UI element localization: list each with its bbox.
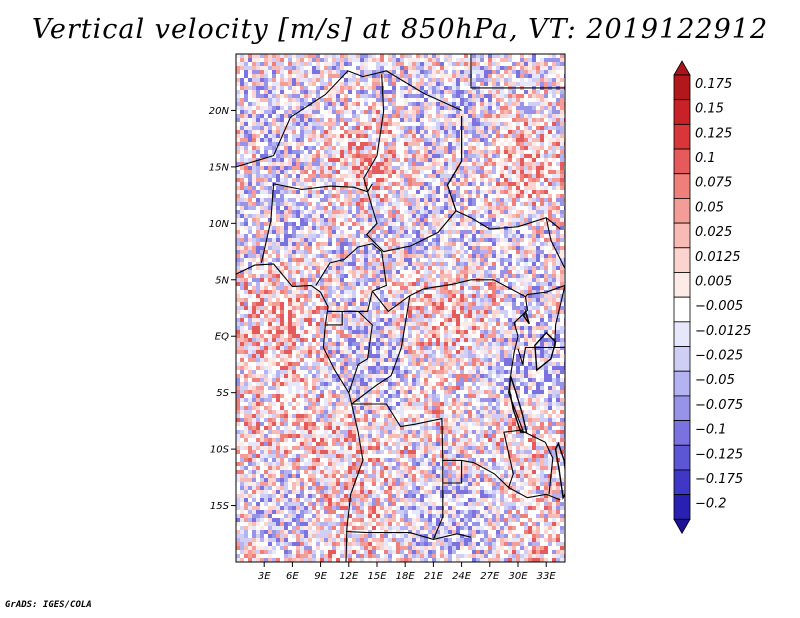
colorbar-swatch <box>673 370 691 397</box>
colorbar-label: −0.075 <box>695 398 743 413</box>
colorbar-swatch <box>673 148 691 175</box>
colorbar-swatch <box>673 346 691 372</box>
colorbar-swatch <box>673 321 691 347</box>
colorbar-label: −0.125 <box>695 447 743 462</box>
colorbar-swatch <box>673 74 691 101</box>
colorbar-label: −0.005 <box>695 299 743 314</box>
grads-credit: GrADS: IGES/COLA <box>5 600 92 610</box>
lake-outline <box>522 309 530 325</box>
colorbar-swatch <box>673 247 691 273</box>
border-line <box>236 70 462 168</box>
lon-tick-label: 27E <box>480 571 500 582</box>
lon-tick-label: 12E <box>339 571 359 582</box>
colorbar-label: −0.1 <box>695 423 727 438</box>
border-line <box>236 263 364 562</box>
vertical-velocity-field <box>236 54 565 562</box>
colorbar-label: 0.0125 <box>695 250 741 265</box>
colorbar-label: 0.05 <box>695 200 724 215</box>
colorbar-label: 0.175 <box>695 77 732 92</box>
border-line <box>260 183 373 263</box>
lon-tick-label: 33E <box>537 571 557 582</box>
colorbar-swatch <box>673 99 691 125</box>
colorbar-label: −0.025 <box>695 349 743 364</box>
colorbar-swatch <box>673 222 691 249</box>
border-line <box>545 217 565 269</box>
colorbar-label: 0.125 <box>695 126 732 141</box>
border-line <box>351 295 411 405</box>
colorbar: 0.175 0.15 0.125 0.1 0.075 0.05 0.025 0.0125 0.0… <box>673 60 751 535</box>
colorbar-top-arrow <box>673 60 691 76</box>
lon-tick-label: 6E <box>286 571 299 582</box>
colorbar-label: 0.1 <box>695 151 716 166</box>
lake-outline <box>508 375 528 433</box>
lon-tick-label: 15E <box>367 571 387 582</box>
colorbar-swatch <box>673 444 691 471</box>
lat-tick-label: EQ <box>215 332 229 343</box>
colorbar-label: −0.2 <box>695 497 727 512</box>
border-line <box>432 460 444 540</box>
border-line <box>554 285 565 348</box>
lon-tick-label: 30E <box>508 571 528 582</box>
border-line <box>517 346 555 365</box>
border-line <box>315 243 383 286</box>
colorbar-swatch <box>673 395 691 421</box>
colorbar-swatch <box>673 296 691 323</box>
map-title: Vertical velocity [m/s] at 850hPa, VT: 2… <box>31 14 769 45</box>
lon-tick-label: 9E <box>314 571 327 582</box>
lon-tick-label: 3E <box>258 571 271 582</box>
border-line <box>508 487 561 501</box>
lat-tick-label: 15N <box>209 162 230 173</box>
border-line <box>519 429 554 495</box>
border-line <box>345 530 472 540</box>
border-line <box>371 279 565 313</box>
colorbar-swatch <box>673 198 691 224</box>
colorbar-label: 0.025 <box>695 225 732 240</box>
lake-outline <box>554 441 565 500</box>
border-line <box>446 116 561 230</box>
colorbar-label: 0.005 <box>695 274 732 289</box>
lat-tick-label: 5N <box>215 275 229 286</box>
colorbar-label: −0.05 <box>695 373 735 388</box>
border-line <box>442 460 463 484</box>
lat-tick-label: 10N <box>209 219 230 230</box>
colorbar-label: 0.15 <box>695 102 724 117</box>
colorbar-swatch <box>673 272 691 298</box>
colorbar-label: −0.175 <box>695 472 743 487</box>
lat-tick-label: 5S <box>216 388 229 399</box>
colorbar-swatch <box>673 123 691 150</box>
border-line <box>328 251 388 312</box>
border-line <box>351 296 528 489</box>
colorbar-swatch <box>673 469 691 496</box>
lake-outline <box>534 331 557 372</box>
border-line <box>546 346 565 349</box>
colorbar-swatch <box>673 494 691 520</box>
country-borders <box>236 54 565 562</box>
axis-ticks: 20N 15N 10N 5N EQ 5S 10S 15S 3E 6E 9E 12E 15E 18E 21E 2… <box>209 106 557 582</box>
lon-tick-label: 18E <box>396 571 416 582</box>
map-frame <box>235 53 566 563</box>
lon-tick-label: 24E <box>452 571 472 582</box>
border-line <box>470 54 565 89</box>
lat-tick-label: 10S <box>210 445 230 456</box>
colorbar-swatch <box>673 173 691 199</box>
lon-tick-label: 21E <box>424 571 444 582</box>
colorbar-label: 0.075 <box>695 176 732 191</box>
colorbar-bottom-arrow <box>673 518 691 535</box>
colorbar-label: −0.0125 <box>695 324 751 339</box>
lat-tick-label: 20N <box>209 106 230 117</box>
colorbar-swatch <box>673 420 691 446</box>
lat-tick-label: 15S <box>210 501 230 512</box>
border-line <box>325 311 343 326</box>
border-line <box>342 310 373 393</box>
